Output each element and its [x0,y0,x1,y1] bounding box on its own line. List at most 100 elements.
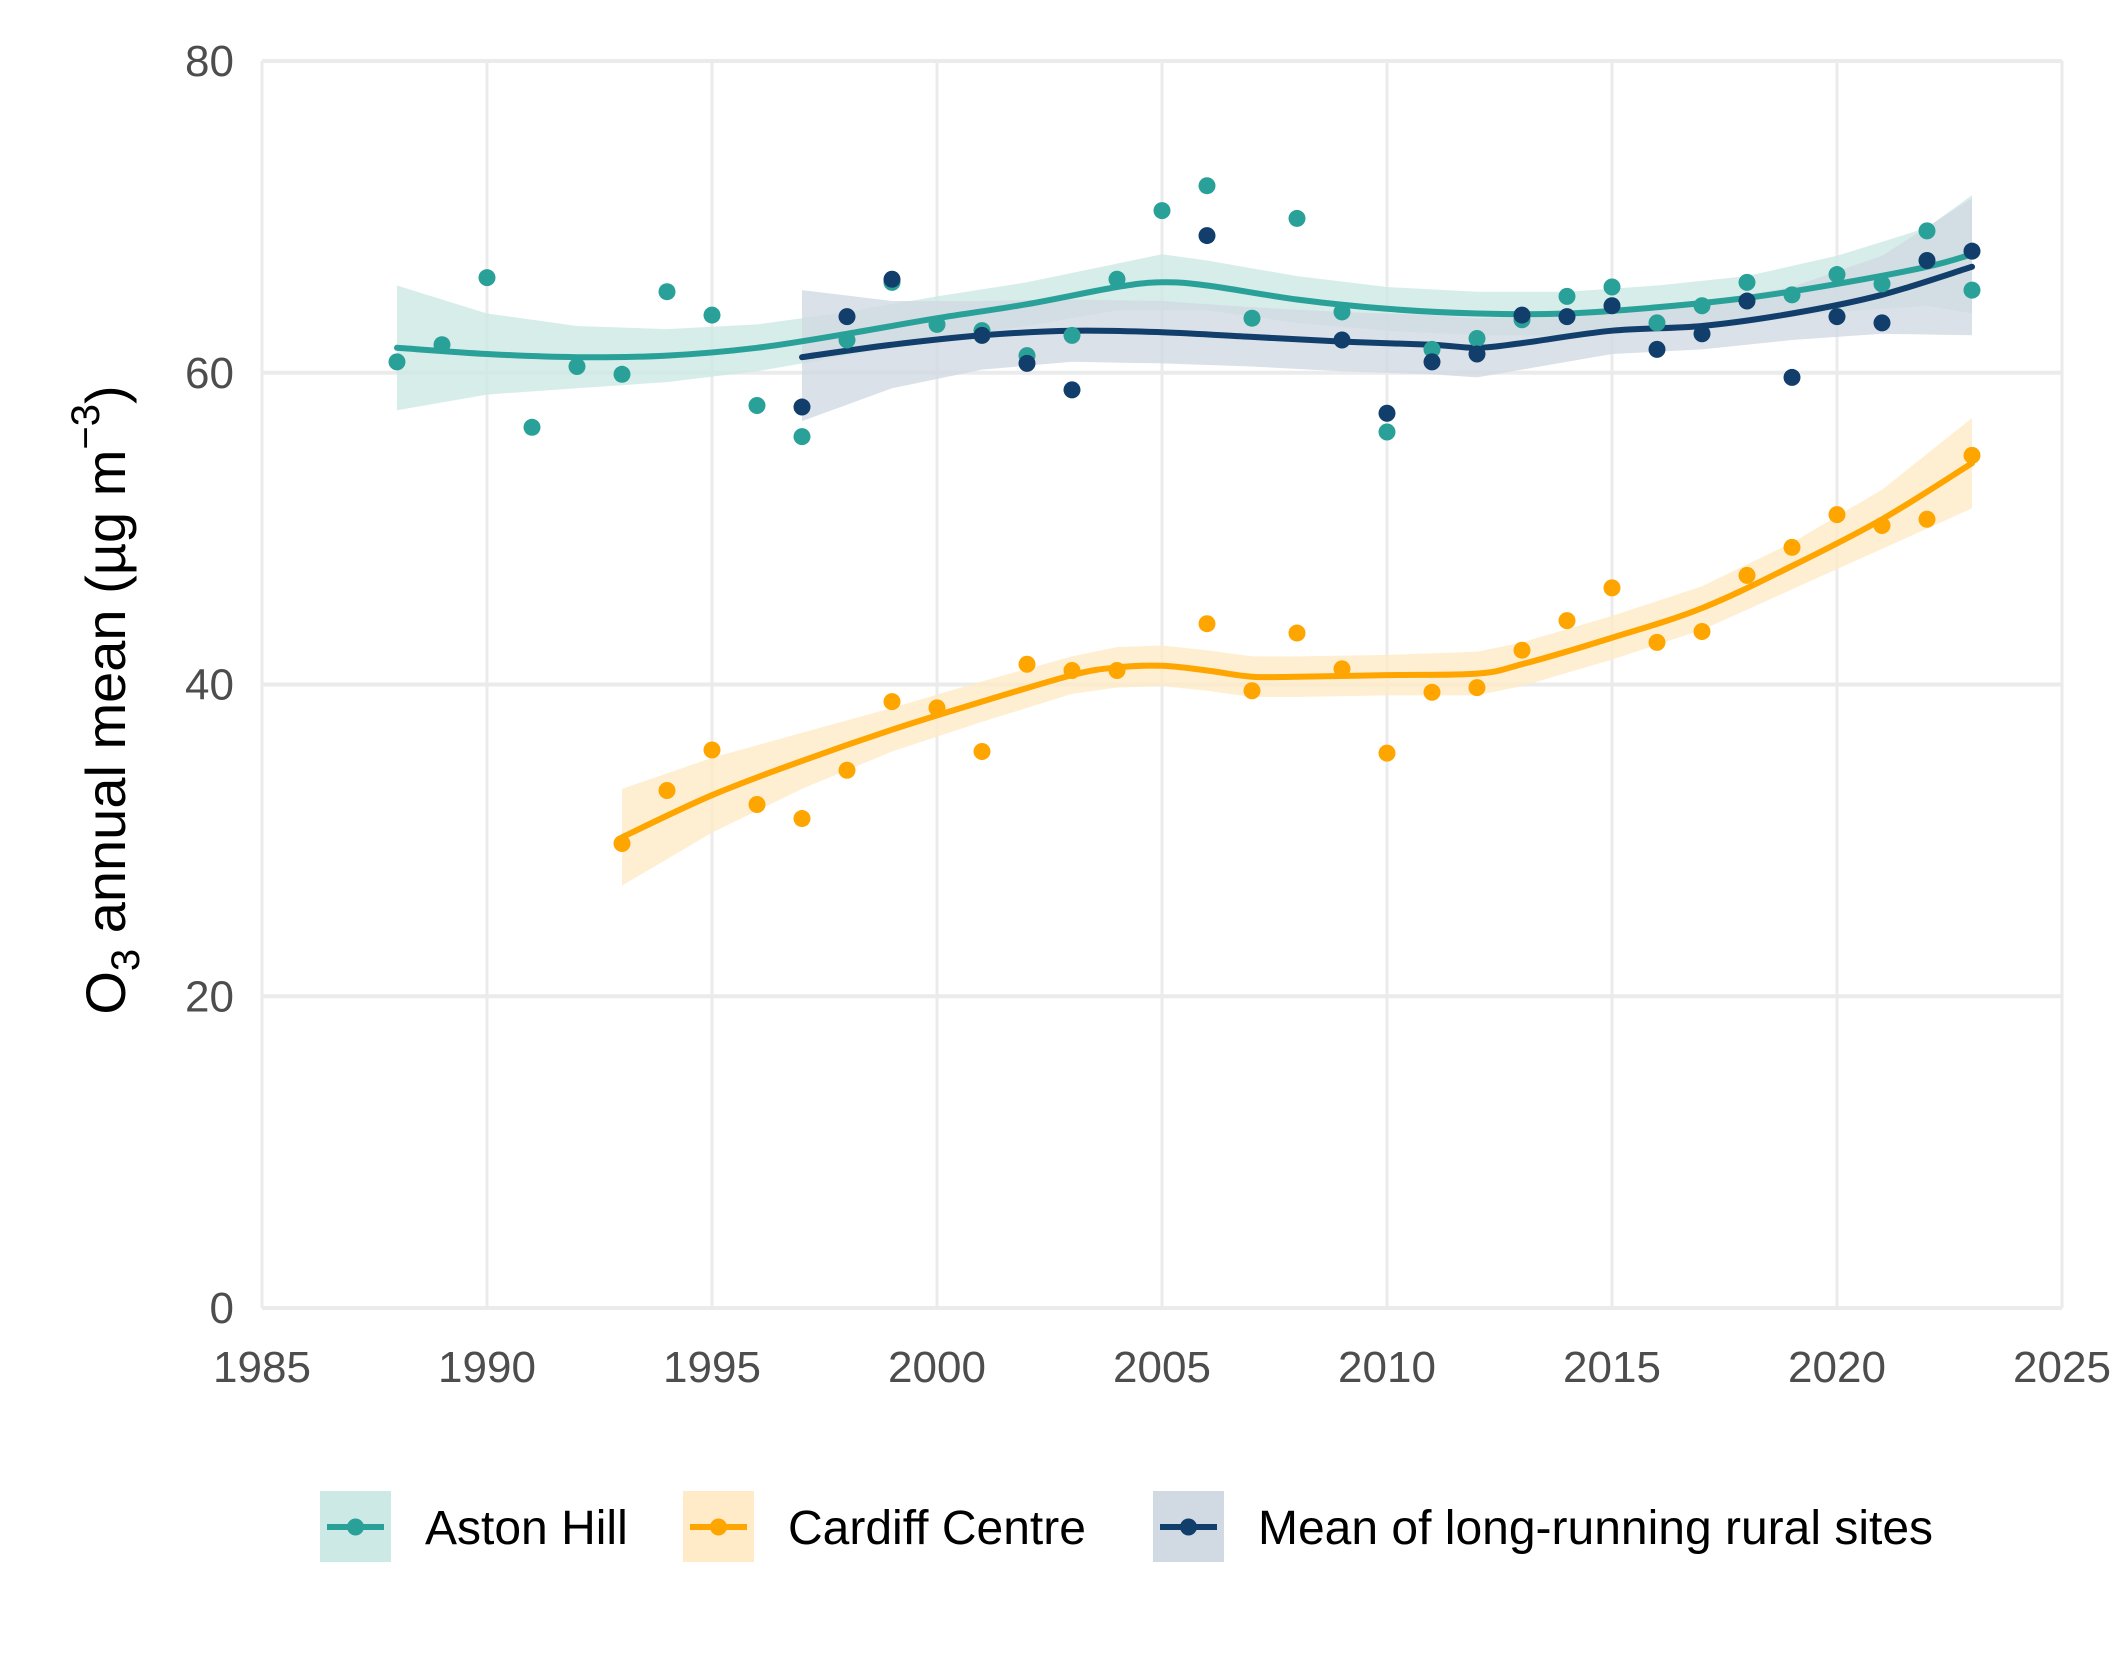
data-point [973,743,991,761]
data-point [1873,314,1891,332]
data-point [1918,222,1936,240]
data-point [1378,744,1396,762]
legend-label: Aston Hill [425,1502,628,1555]
data-point [703,306,721,324]
data-point [793,428,811,446]
data-point [1873,275,1891,293]
legend-key-point [710,1518,727,1536]
data-point [1108,270,1126,288]
data-point [1018,354,1036,372]
x-tick-label: 2010 [1338,1343,1436,1392]
data-point [973,326,991,344]
data-point [1108,661,1126,679]
data-point [1873,517,1891,535]
data-point [883,270,901,288]
data-point [1603,297,1621,315]
data-point [1693,297,1711,315]
x-tick-label: 2005 [1113,1343,1211,1392]
x-tick-label: 2000 [888,1343,986,1392]
smooth-line [394,251,1975,361]
x-tick-label: 1995 [663,1343,761,1392]
data-point [928,699,946,717]
x-tick-label: 2020 [1788,1343,1886,1392]
x-tick-label: 1990 [438,1343,536,1392]
data-point [523,418,541,436]
data-point [1783,538,1801,556]
legend-item: Cardiff Centre [683,1491,1086,1562]
y-tick-label: 60 [185,349,234,398]
data-point [928,315,946,333]
smooth-line [619,460,1975,841]
data-point [1558,612,1576,630]
data-point [1828,506,1846,524]
data-point [613,834,631,852]
data-point [1243,682,1261,700]
data-point [838,308,856,326]
confidence-bands [397,195,1972,886]
data-point [1063,326,1081,344]
data-point [1153,202,1171,220]
data-point [748,796,766,814]
data-point [1558,287,1576,305]
y-tick-label: 20 [185,972,234,1021]
data-point [1333,303,1351,321]
data-point [1963,281,1981,299]
legend-key-point [347,1518,364,1536]
x-tick-label: 1985 [213,1343,311,1392]
data-point [1963,242,1981,260]
x-tick-label: 2025 [2013,1343,2111,1392]
data-point [1648,633,1666,651]
data-point [1288,209,1306,227]
y-axis-title: O3 annual mean (µg m−3) [64,385,148,1014]
data-point [388,353,406,371]
data-point [433,336,451,354]
x-axis-ticks: 1985 1990 1995 2000 2005 2010 2015 2020 2025 [213,1343,2111,1392]
data-point [1738,566,1756,584]
data-point [1423,353,1441,371]
data-point [1378,404,1396,422]
data-point [1558,308,1576,326]
data-point [658,781,676,799]
data-point [1828,308,1846,326]
data-point [1603,278,1621,296]
data-point [1198,615,1216,633]
data-point [1063,381,1081,399]
data-point [1198,227,1216,245]
data-point [838,761,856,779]
data-point [1333,660,1351,678]
data-point [1423,683,1441,701]
data-points [388,177,1981,852]
data-point [748,396,766,414]
data-point [1603,579,1621,597]
legend-key-point [1180,1518,1197,1536]
data-point [478,269,496,287]
data-point [1783,286,1801,304]
data-point [1693,623,1711,641]
smooth-line [799,263,1975,361]
data-point [703,741,721,759]
legend-label: Mean of long-running rural sites [1258,1502,1933,1555]
data-point [793,810,811,828]
data-point [1513,306,1531,324]
data-point [658,283,676,301]
legend-item: Mean of long-running rural sites [1153,1491,1933,1562]
confidence-band [802,198,1972,422]
data-point [1918,510,1936,528]
data-point [1738,292,1756,310]
legend-item: Aston Hill [320,1491,628,1562]
legend-label: Cardiff Centre [788,1502,1086,1555]
data-point [1288,624,1306,642]
data-point [1738,273,1756,291]
data-point [1423,340,1441,358]
y-tick-label: 40 [185,661,234,710]
x-tick-label: 2015 [1563,1343,1661,1392]
data-point [1963,446,1981,464]
data-point [1243,309,1261,327]
data-point [1468,679,1486,697]
data-point [793,398,811,416]
y-tick-label: 0 [210,1284,234,1333]
data-point [1468,329,1486,347]
smooth-lines [394,251,1975,841]
data-point [1648,314,1666,332]
